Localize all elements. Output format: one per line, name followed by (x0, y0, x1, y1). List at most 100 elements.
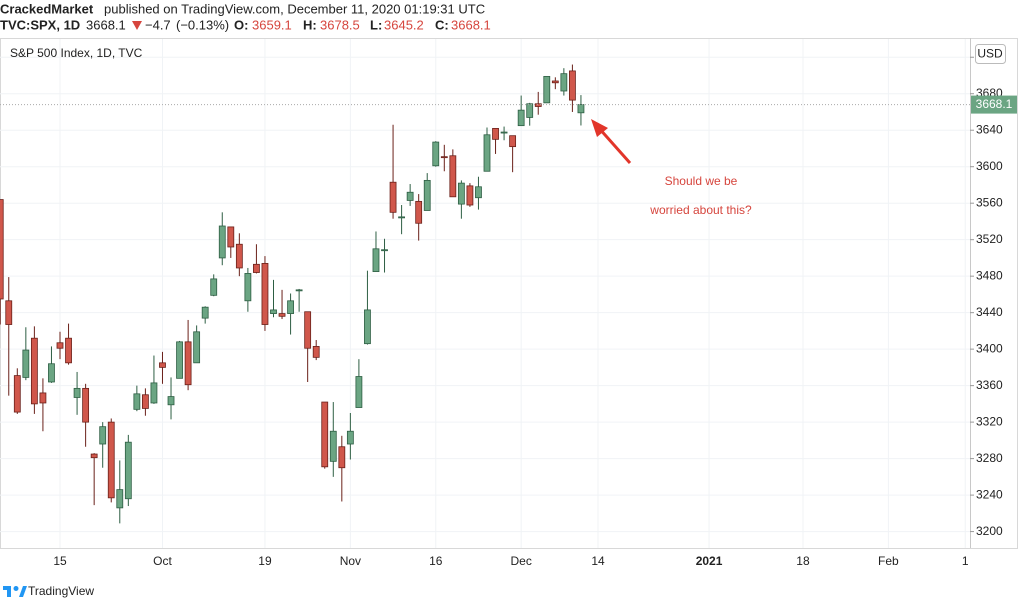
candle-body (261, 262, 269, 325)
footer-logo (3, 586, 27, 597)
open-value: 3659.1 (252, 17, 292, 32)
annotation-arrowhead (591, 119, 608, 137)
candle-body (415, 200, 423, 224)
down-arrow (132, 21, 142, 30)
candle-body (39, 392, 47, 404)
y-tick-label: 3560 (976, 195, 1003, 209)
candle-body (90, 453, 98, 459)
candle-body (56, 342, 64, 349)
plot-frame (0, 38, 1018, 549)
published: published on TradingView.com, December 1… (104, 1, 485, 16)
candle-body (107, 421, 115, 499)
candle-body (389, 181, 397, 213)
annotation-line: Should we be (665, 174, 738, 188)
candle-body (398, 216, 406, 219)
candle-body (312, 346, 320, 358)
candle-body (355, 376, 363, 408)
candle-body (82, 387, 90, 423)
candle-body (270, 309, 277, 314)
y-tick-label: 3480 (976, 268, 1003, 282)
candle-body (150, 382, 158, 404)
candle-body (329, 430, 337, 462)
candle-body (116, 489, 124, 509)
candle-body (534, 103, 542, 107)
last-price-box (971, 95, 1017, 114)
y-tick-label: 3360 (976, 378, 1003, 392)
candle-body (210, 278, 218, 296)
annotation-line: worried about this? (649, 203, 752, 217)
symbol: TVC:SPX, 1D (0, 17, 80, 32)
footer-brand: TradingView (28, 584, 94, 598)
high-value: 3678.5 (320, 17, 360, 32)
x-tick-label: Dec (510, 554, 531, 568)
annotation-arrow (596, 126, 632, 164)
x-tick-label: 1 (962, 554, 969, 568)
x-tick-label: Oct (153, 554, 172, 568)
currency-box (975, 44, 1006, 64)
candle-body (321, 401, 329, 468)
header: CrackedMarket published on TradingView.c… (0, 1, 491, 32)
close-value: 3668.1 (451, 17, 491, 32)
x-tick-label: 18 (796, 554, 810, 568)
candle-body (364, 309, 371, 345)
axes: 3200 3240 3280 3320 3360 3400 3440 3480 3520 3560… (53, 49, 1017, 568)
candle-body (65, 337, 72, 364)
y-tick-label: 3520 (976, 232, 1003, 246)
candle-body (517, 109, 525, 127)
legend-text: S&P 500 Index, 1D, TVC (10, 46, 143, 60)
y-tick-label: 3440 (976, 305, 1003, 319)
candle-body (99, 426, 107, 445)
candle-body (253, 263, 260, 273)
x-tick-label: 19 (258, 554, 272, 568)
candle-body (406, 191, 414, 201)
candle-body (13, 375, 21, 413)
currency: USD (977, 47, 1003, 61)
candle-body (0, 199, 4, 300)
last-price: 3668.1 (86, 17, 126, 32)
candle-body (124, 441, 132, 500)
x-tick-label: Nov (340, 554, 361, 568)
candle-body (30, 337, 38, 405)
x-tick-label: 15 (53, 554, 67, 568)
candle-body (483, 134, 491, 172)
candle-body (492, 127, 499, 140)
candle-body (466, 185, 474, 206)
x-tick-label: 14 (591, 554, 605, 568)
candle-body (287, 300, 294, 314)
close-label: C: (435, 17, 449, 32)
candle-body (235, 243, 243, 269)
candle-body (167, 396, 175, 406)
candle-body (475, 186, 482, 199)
y-tick-label: 3200 (976, 524, 1003, 538)
candle-body (381, 249, 388, 252)
candle-body (73, 387, 81, 398)
candle-body (449, 155, 457, 198)
y-tick-label: 3280 (976, 451, 1003, 465)
candle-body (560, 73, 568, 92)
candle-body (227, 226, 235, 248)
change: −4.7 (145, 17, 171, 32)
candle-body (159, 362, 166, 368)
candle-body (176, 341, 183, 379)
candle-body (509, 135, 517, 148)
change-pct: (−0.13%) (176, 17, 229, 32)
candle-body (500, 131, 508, 134)
candle-body (440, 156, 448, 159)
candle-body (423, 179, 431, 211)
candle-body (457, 182, 465, 205)
candle-body (244, 273, 252, 302)
x-tick-label: Feb (878, 554, 899, 568)
candle-body (278, 313, 286, 317)
open-label: O: (234, 17, 248, 32)
candle-body (201, 306, 209, 319)
candle-body (577, 104, 585, 114)
candle-body (526, 103, 534, 118)
candle-body (543, 75, 551, 104)
candles (0, 64, 970, 524)
grid (0, 39, 970, 548)
candle-body (551, 80, 559, 84)
last-price-label: 3668.1 (976, 97, 1013, 111)
y-tick-label: 3240 (976, 487, 1003, 501)
